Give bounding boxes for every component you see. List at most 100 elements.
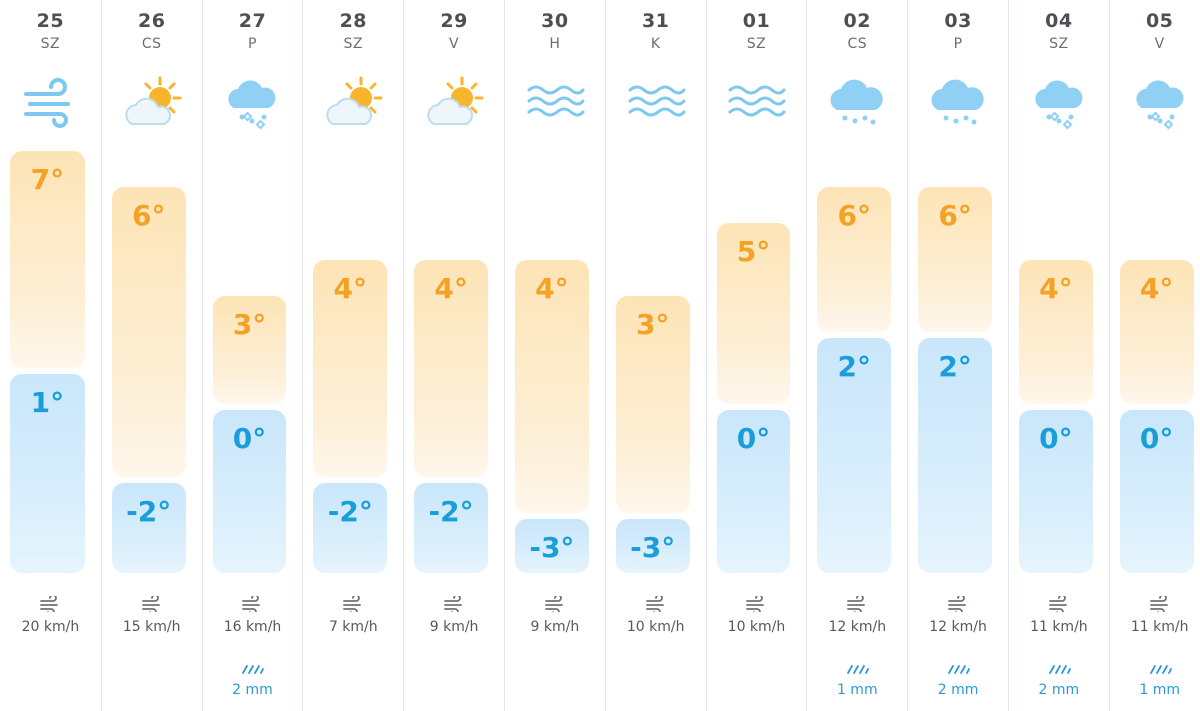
day-date: 28: [339, 10, 368, 32]
wind-speed: 7 km/h: [328, 619, 378, 635]
low-temp-bar: [313, 482, 388, 573]
day-column-28[interactable]: 28 SZ 4° -2° 7 km/h: [302, 0, 403, 711]
day-weekday: CS: [141, 36, 162, 52]
high-temp-label: 6°: [131, 199, 166, 233]
wind-speed: 12 km/h: [929, 619, 987, 635]
low-temp-label: 0°: [1139, 422, 1174, 456]
wind-speed-icon: [645, 594, 667, 616]
precipitation-icon: [845, 660, 870, 674]
day-column-01[interactable]: 01 SZ 5° 0° 10 km/h: [705, 0, 807, 711]
day-column-26[interactable]: 26 CS 6° -2° 15 km/h: [100, 0, 202, 711]
wind-speed-icon: [544, 594, 566, 616]
precipitation-icon: [240, 660, 265, 674]
low-temp-bar: [514, 519, 589, 573]
high-temp-bar: [716, 223, 791, 405]
wind-speed: 9 km/h: [530, 619, 580, 635]
high-temp-bar: [212, 295, 287, 405]
day-column-03[interactable]: 03 P 6° 2° 12 km/h 2 mm: [907, 0, 1008, 711]
day-weekday: SZ: [1049, 36, 1069, 52]
day-date: 25: [36, 10, 65, 32]
precipitation-icon: [1047, 660, 1071, 674]
low-temp-bar: [716, 410, 791, 573]
wind-speed-icon: [141, 594, 163, 616]
low-temp-label: 2°: [938, 350, 972, 383]
low-temp-bar: [111, 482, 186, 573]
day-weekday: SZ: [746, 36, 767, 52]
day-date: 31: [641, 10, 670, 32]
precipitation-amount: 1 mm: [836, 682, 878, 698]
high-temp-label: 4°: [434, 271, 468, 305]
low-temp-bar: [414, 482, 488, 573]
high-temp-label: 4°: [1039, 271, 1073, 305]
partly-sunny-icon: [323, 74, 383, 130]
day-date: 05: [1145, 10, 1174, 32]
high-temp-label: 4°: [1139, 271, 1174, 305]
day-column-25[interactable]: 25 SZ 7° 1° 20 km/h: [0, 0, 101, 711]
day-column-29[interactable]: 29 V 4° -2° 9 km/h: [403, 0, 504, 711]
low-temp-label: -3°: [630, 531, 676, 564]
precipitation-amount: 2 mm: [1038, 682, 1080, 698]
wind-icon: [20, 74, 80, 130]
precipitation-amount: 2 mm: [232, 682, 273, 698]
low-temp-bar: [10, 374, 85, 573]
high-temp-label: 6°: [837, 199, 872, 233]
low-temp-label: 0°: [736, 422, 771, 456]
day-column-30[interactable]: 30 H 4° -3° 9 km/h: [503, 0, 605, 711]
high-temp-label: 7°: [30, 163, 65, 196]
day-column-31[interactable]: 31 K 3° -3° 10 km/h: [604, 0, 706, 711]
low-temp-bar: [918, 338, 992, 573]
day-date: 01: [742, 10, 771, 32]
day-weekday: V: [1154, 36, 1165, 52]
rain-icon: [928, 74, 988, 130]
high-temp-bar: [514, 259, 589, 513]
precipitation-amount: 1 mm: [1139, 682, 1180, 698]
day-column-05[interactable]: 05 V 4° 0° 11 km/h 1 mm: [1108, 0, 1200, 711]
day-column-04[interactable]: 04 SZ 4° 0° 11 km/h 2 mm: [1007, 0, 1109, 711]
day-weekday: V: [449, 36, 460, 52]
day-weekday: P: [248, 36, 257, 52]
high-temp-label: 3°: [635, 307, 670, 341]
snow-sleet-icon: [1130, 74, 1190, 130]
low-temp-label: 2°: [837, 350, 872, 383]
day-column-02[interactable]: 02 CS 6° 2° 12 km/h 1 mm: [806, 0, 907, 711]
wind-speed-icon: [1048, 594, 1070, 616]
wind-speed-icon: [342, 594, 364, 616]
day-weekday: H: [549, 36, 561, 52]
low-temp-label: 0°: [232, 422, 267, 456]
precipitation-icon: [1148, 660, 1172, 674]
day-date: 04: [1045, 10, 1073, 32]
high-temp-bar: [414, 259, 488, 477]
day-date: 30: [541, 10, 569, 32]
low-temp-label: -2°: [126, 494, 172, 528]
snow-sleet-icon: [1029, 74, 1089, 130]
day-date: 03: [944, 10, 972, 32]
low-temp-label: 0°: [1039, 422, 1073, 456]
snow-sleet-icon: [222, 74, 282, 130]
fog-icon: [626, 74, 686, 130]
low-temp-label: 1°: [30, 386, 65, 420]
wind-speed: 10 km/h: [626, 619, 685, 635]
day-column-27[interactable]: 27 P 3° 0° 16 km/h 2 mm: [201, 0, 303, 711]
high-temp-label: 4°: [333, 271, 368, 305]
wind-speed-icon: [1149, 594, 1171, 616]
fog-icon: [525, 74, 585, 130]
low-temp-bar: [1018, 410, 1093, 573]
fog-icon: [726, 74, 786, 130]
day-date: 26: [137, 10, 166, 32]
low-temp-label: -3°: [529, 531, 575, 564]
high-temp-label: 5°: [736, 235, 771, 269]
wind-speed: 16 km/h: [223, 619, 282, 635]
rain-icon: [827, 74, 887, 130]
precipitation-icon: [946, 660, 970, 674]
high-temp-bar: [918, 187, 992, 332]
high-temp-label: 4°: [535, 271, 569, 305]
wind-speed: 11 km/h: [1130, 619, 1189, 635]
partly-sunny-icon: [122, 74, 182, 130]
day-weekday: SZ: [343, 36, 364, 52]
low-temp-bar: [817, 338, 892, 573]
day-weekday: CS: [847, 36, 868, 52]
day-weekday: P: [953, 36, 963, 52]
precipitation-amount: 2 mm: [937, 682, 979, 698]
high-temp-bar: [111, 187, 186, 477]
